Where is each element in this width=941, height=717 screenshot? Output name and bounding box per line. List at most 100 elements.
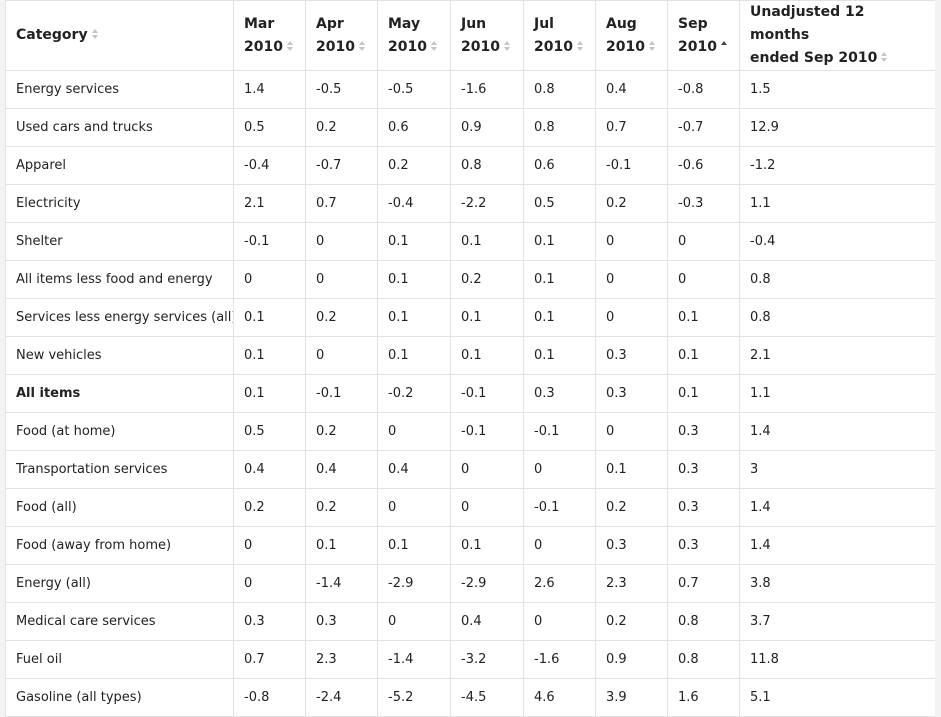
value-cell: 2.1 <box>233 184 306 223</box>
sort-icon[interactable] <box>881 52 888 62</box>
value-cell: 0 <box>450 450 524 489</box>
column-header-6[interactable]: Aug 2010 <box>595 0 668 71</box>
value-cell: 0 <box>377 488 451 527</box>
value-cell: 0.1 <box>377 298 451 337</box>
value-cell: 2.1 <box>739 336 935 375</box>
value-cell: 0.1 <box>305 526 378 565</box>
table-row: All items 0.1 -0.1 -0.2 -0.1 0.3 0.3 0.1 1.1 <box>5 374 935 413</box>
table-row: Apparel -0.4 -0.7 0.2 0.8 0.6 -0.1 -0.6 -1.2 <box>5 146 935 185</box>
sort-icon[interactable] <box>576 40 584 51</box>
cpi-data-table: Category Mar 2010 Apr 2010 May 2010 Jun 2010… <box>5 0 935 717</box>
sort-icon[interactable] <box>648 40 656 51</box>
sort-ascending-icon[interactable] <box>720 40 728 51</box>
value-cell: 0.9 <box>450 108 524 147</box>
value-cell: 0.1 <box>450 298 524 337</box>
column-header-4[interactable]: Jun 2010 <box>450 0 524 71</box>
value-cell: 0.4 <box>595 70 668 109</box>
column-header-label: Mar 2010 <box>244 15 283 55</box>
column-header-8[interactable]: Unadjusted 12 months ended Sep 2010 <box>739 0 935 71</box>
value-cell: 3 <box>739 450 935 489</box>
column-header-5[interactable]: Jul 2010 <box>523 0 596 71</box>
value-cell: 0.2 <box>595 488 668 527</box>
value-cell: 0.2 <box>305 412 378 451</box>
value-cell: 0.3 <box>667 526 740 565</box>
value-cell: 0 <box>450 488 524 527</box>
value-cell: 0 <box>667 260 740 299</box>
sort-icon[interactable] <box>358 40 366 51</box>
value-cell: -0.1 <box>523 488 596 527</box>
value-cell: 12.9 <box>739 108 935 147</box>
column-header-label: Jun 2010 <box>461 15 500 55</box>
value-cell: -1.6 <box>450 70 524 109</box>
value-cell: 0.2 <box>595 184 668 223</box>
value-cell: 0 <box>233 564 306 603</box>
value-cell: 0.4 <box>305 450 378 489</box>
category-cell: Transportation services <box>5 450 234 489</box>
value-cell: 0.1 <box>450 222 524 261</box>
value-cell: 3.7 <box>739 602 935 641</box>
value-cell: -5.2 <box>377 678 451 717</box>
value-cell: 0.3 <box>233 602 306 641</box>
value-cell: 0 <box>233 260 306 299</box>
value-cell: 0.1 <box>667 298 740 337</box>
value-cell: 0.7 <box>595 108 668 147</box>
value-cell: 0.1 <box>523 298 596 337</box>
table-container: Category Mar 2010 Apr 2010 May 2010 Jun 2010… <box>5 0 935 717</box>
table-row: Gasoline (all types) -0.8 -2.4 -5.2 -4.5 4.6 3… <box>5 678 935 717</box>
column-header-label: Jul 2010 <box>534 15 573 55</box>
category-cell: All items <box>5 374 234 413</box>
value-cell: 0.8 <box>523 70 596 109</box>
value-cell: -2.9 <box>377 564 451 603</box>
sort-icon[interactable] <box>91 29 99 39</box>
table-row: Energy services 1.4 -0.5 -0.5 -1.6 0.8 0.4 -0.8… <box>5 70 935 109</box>
value-cell: -0.6 <box>667 146 740 185</box>
value-cell: 0.2 <box>233 488 306 527</box>
category-cell: Food (at home) <box>5 412 234 451</box>
column-header-label: Sep 2010 <box>678 15 717 55</box>
value-cell: 0.1 <box>377 222 451 261</box>
table-row: Food (all) 0.2 0.2 0 0 -0.1 0.2 0.3 1.4 <box>5 488 935 527</box>
value-cell: 0.5 <box>233 108 306 147</box>
category-cell: Electricity <box>5 184 234 223</box>
table-body: Energy services 1.4 -0.5 -0.5 -1.6 0.8 0.4 -0.8… <box>5 70 935 717</box>
value-cell: -0.1 <box>595 146 668 185</box>
value-cell: 0.1 <box>523 336 596 375</box>
sort-icon[interactable] <box>503 40 511 51</box>
value-cell: -0.3 <box>667 184 740 223</box>
column-header-3[interactable]: May 2010 <box>377 0 451 71</box>
value-cell: -0.5 <box>305 70 378 109</box>
value-cell: 0 <box>305 260 378 299</box>
table-row: New vehicles 0.1 0 0.1 0.1 0.1 0.3 0.1 2.1 <box>5 336 935 375</box>
value-cell: 0.1 <box>377 336 451 375</box>
value-cell: 0.6 <box>377 108 451 147</box>
value-cell: -0.4 <box>739 222 935 261</box>
value-cell: -0.5 <box>377 70 451 109</box>
value-cell: 0.3 <box>595 336 668 375</box>
value-cell: 0.8 <box>739 298 935 337</box>
table-row: Food (away from home) 0 0.1 0.1 0.1 0 0.3 0.3 1.… <box>5 526 935 565</box>
category-cell: Energy services <box>5 70 234 109</box>
column-header-1[interactable]: Mar 2010 <box>233 0 306 71</box>
value-cell: -1.2 <box>739 146 935 185</box>
value-cell: 0.3 <box>595 526 668 565</box>
category-cell: Fuel oil <box>5 640 234 679</box>
column-header-label: Aug 2010 <box>606 15 645 55</box>
value-cell: 0.2 <box>595 602 668 641</box>
value-cell: -0.1 <box>450 412 524 451</box>
sort-icon[interactable] <box>286 40 294 51</box>
column-header-7[interactable]: Sep 2010 <box>667 0 740 71</box>
column-header-category[interactable]: Category <box>5 0 234 71</box>
value-cell: 0.2 <box>305 298 378 337</box>
value-cell: 0.1 <box>233 336 306 375</box>
value-cell: 1.5 <box>739 70 935 109</box>
sort-icon[interactable] <box>430 40 438 51</box>
value-cell: -2.4 <box>305 678 378 717</box>
value-cell: -2.2 <box>450 184 524 223</box>
value-cell: 0.1 <box>667 336 740 375</box>
value-cell: 0.4 <box>233 450 306 489</box>
value-cell: 3.9 <box>595 678 668 717</box>
value-cell: 0.3 <box>523 374 596 413</box>
value-cell: 0.5 <box>233 412 306 451</box>
category-cell: New vehicles <box>5 336 234 375</box>
column-header-2[interactable]: Apr 2010 <box>305 0 378 71</box>
